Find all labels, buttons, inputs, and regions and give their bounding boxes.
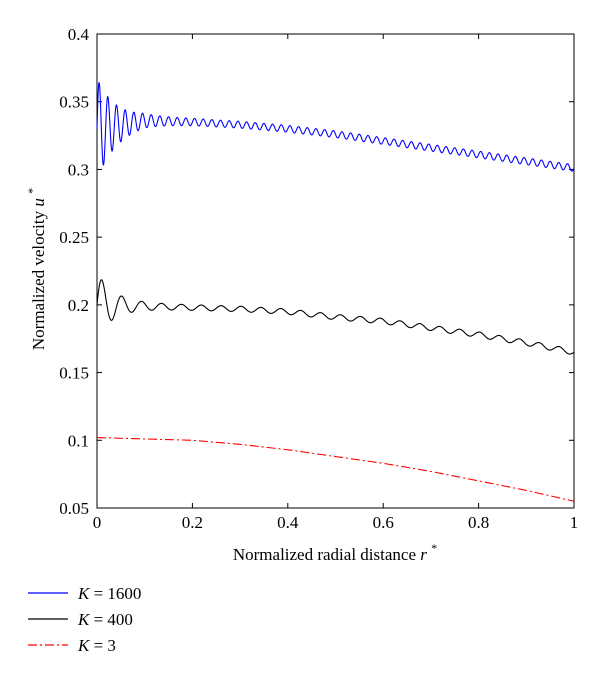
- series-line-0: [96, 81, 575, 172]
- series-line-2: [96, 437, 575, 502]
- legend-label-2: K = 3: [77, 636, 116, 655]
- x-tick-label: 0.4: [277, 513, 299, 532]
- series-line-1: [96, 279, 575, 355]
- x-tick-label: 0.6: [373, 513, 394, 532]
- x-tick-label: 0.2: [182, 513, 203, 532]
- plot-area: 0 0.2 0.4 0.6 0.8 1 0.05 0.1 0.15 0.2 0.25 0.3 0.35 0…: [59, 25, 578, 532]
- legend-label-0: K = 1600: [77, 584, 141, 603]
- y-tick-label: 0.25: [59, 228, 89, 247]
- y-tick-label: 0.3: [68, 160, 89, 179]
- y-tick-label: 0.15: [59, 364, 89, 383]
- x-tick-label: 1: [570, 513, 579, 532]
- plot-frame: [96, 33, 575, 509]
- y-tick-label: 0.05: [59, 499, 89, 518]
- y-tick-label: 0.4: [68, 25, 90, 44]
- x-axis-label: Normalized radial distance r *: [233, 541, 437, 564]
- x-tick-label: 0.8: [468, 513, 489, 532]
- y-tick-label: 0.35: [59, 93, 89, 112]
- y-axis-label: Normalized velocity u *: [25, 188, 48, 350]
- legend: K = 1600 K = 400 K = 3: [28, 584, 141, 655]
- y-tick-label: 0.1: [68, 431, 89, 450]
- legend-label-1: K = 400: [77, 610, 133, 629]
- y-tick-label: 0.2: [68, 296, 89, 315]
- x-tick-label: 0: [93, 513, 102, 532]
